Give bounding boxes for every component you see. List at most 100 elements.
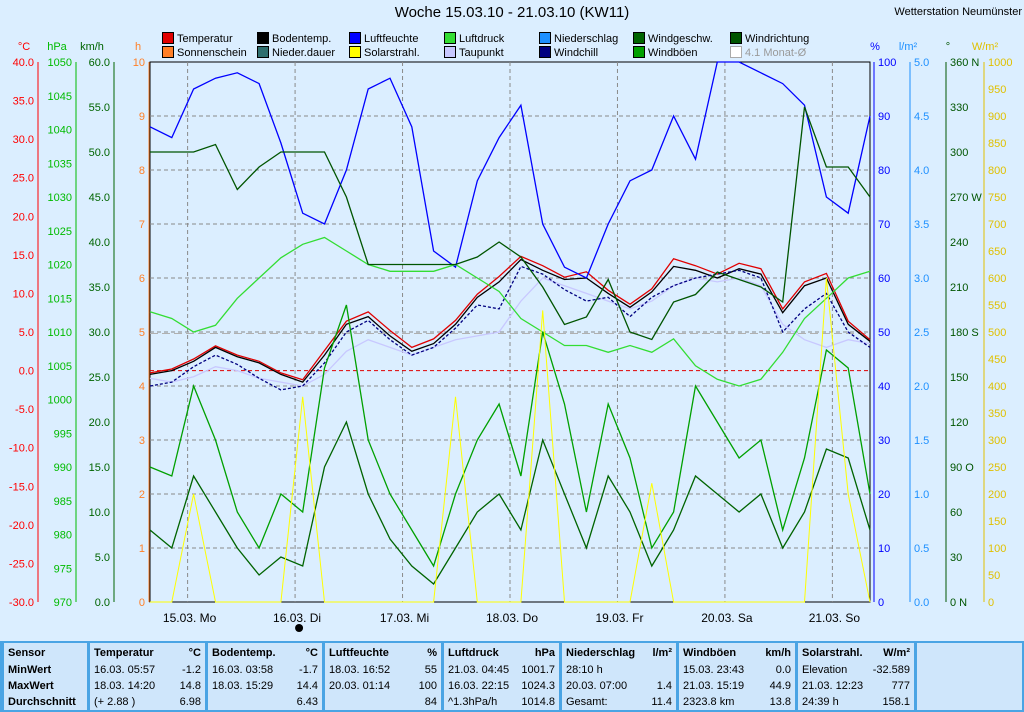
- stats-cell: 18.03. 16:52: [329, 664, 391, 676]
- y-tick-label: -10.0: [9, 443, 34, 455]
- stats-cell: 6.43: [296, 696, 318, 708]
- y-tick-label: 240: [950, 237, 968, 249]
- y-tick-label: 985: [54, 496, 72, 508]
- stats-cell: km/h: [765, 647, 791, 659]
- stats-cell: 1001.7: [521, 664, 555, 676]
- y-tick-label: 900: [988, 111, 1006, 123]
- y-tick-label: 180 S: [950, 327, 979, 339]
- y-tick-label: 10: [878, 543, 890, 555]
- y-tick-label: 1: [139, 543, 145, 555]
- legend-item: Luftdruck: [444, 32, 504, 45]
- stats-cell: 1014.8: [521, 696, 555, 708]
- y-tick-label: 975: [54, 563, 72, 575]
- legend-swatch: [539, 46, 551, 58]
- y-tick-label: 750: [988, 192, 1006, 204]
- y-tick-label: 5.0: [19, 327, 34, 339]
- y-tick-label: 10: [133, 57, 145, 69]
- legend-swatch: [162, 46, 174, 58]
- y-tick-label: -30.0: [9, 597, 34, 609]
- stats-cell: 15.03. 23:43: [683, 664, 745, 676]
- y-tick-label: 15.0: [89, 462, 110, 474]
- y-tick-label: 150: [988, 516, 1006, 528]
- stats-cell: -1.2: [182, 664, 201, 676]
- y-tick-label: -25.0: [9, 558, 34, 570]
- stats-cell: 28:10 h: [566, 664, 603, 676]
- y-tick-label: 2.0: [914, 381, 929, 393]
- axis-unit-label: hPa: [47, 41, 67, 53]
- stats-cell: 0.0: [775, 664, 791, 676]
- stats-cell: 21.03. 04:45: [448, 664, 510, 676]
- y-tick-label: 10.0: [13, 288, 34, 300]
- y-tick-label: 100: [878, 57, 896, 69]
- y-tick-label: 6: [139, 273, 145, 285]
- y-tick-label: 1010: [48, 327, 72, 339]
- stats-cell: Elevation: [802, 664, 848, 676]
- y-tick-label: 50.0: [89, 147, 110, 159]
- y-tick-label: 35.0: [13, 96, 34, 108]
- stats-cell: 6.98: [179, 696, 201, 708]
- y-tick-label: 1005: [48, 361, 72, 373]
- y-tick-label: 2: [139, 489, 145, 501]
- y-tick-label: 0 N: [950, 597, 967, 609]
- y-tick-label: 60.0: [89, 57, 110, 69]
- legend-item: Solarstrahl.: [349, 46, 420, 59]
- legend-label: Temperatur: [177, 33, 233, 45]
- legend-label: Solarstrahl.: [364, 47, 420, 59]
- y-tick-label: 1040: [48, 125, 72, 137]
- stats-cell: 777: [891, 680, 910, 692]
- y-tick-label: 5: [139, 327, 145, 339]
- y-tick-label: -5.0: [15, 404, 34, 416]
- y-tick-label: 120: [950, 417, 968, 429]
- y-tick-label: 1045: [48, 91, 72, 103]
- stats-cell: 16.03. 22:15: [448, 680, 510, 692]
- legend-label: Windchill: [554, 47, 599, 59]
- y-tick-label: 250: [988, 462, 1006, 474]
- axis-unit-label: km/h: [80, 41, 104, 53]
- y-tick-label: 950: [988, 84, 1006, 96]
- legend-label: Niederschlag: [554, 33, 619, 45]
- stats-column: Windböen km/h 15.03. 23:43 0.0 21.03. 15:19 4…: [679, 643, 795, 710]
- y-tick-label: 0.0: [19, 366, 34, 378]
- series-line-taupunkt: [149, 277, 871, 387]
- legend-swatch: [633, 46, 645, 58]
- stats-column: Temperatur °C 16.03. 05:57 -1.2 18.03. 14:20…: [90, 643, 205, 710]
- legend-label: Sonnenschein: [177, 47, 247, 59]
- y-tick-label: 20: [878, 489, 890, 501]
- y-tick-label: 10.0: [89, 507, 110, 519]
- series-line-bodentemp: [149, 258, 871, 383]
- y-tick-label: 30.0: [13, 134, 34, 146]
- x-tick-label: 17.03. Mi: [380, 611, 429, 625]
- y-tick-label: 100: [988, 543, 1006, 555]
- y-tick-label: 3: [139, 435, 145, 447]
- legend-item: Nieder.dauer: [257, 46, 335, 59]
- y-tick-label: 210: [950, 282, 968, 294]
- stats-cell: hPa: [534, 647, 555, 659]
- legend-label: Windgeschw.: [648, 33, 713, 45]
- stats-cell: Sensor: [8, 647, 46, 659]
- stats-cell: Solarstrahl.: [802, 647, 863, 659]
- stats-cell: -1.7: [299, 664, 318, 676]
- legend-label: Taupunkt: [459, 47, 504, 59]
- y-tick-label: 1.0: [914, 489, 929, 501]
- y-tick-label: 970: [54, 597, 72, 609]
- y-tick-label: 1030: [48, 192, 72, 204]
- legend-item: Temperatur: [162, 32, 233, 45]
- y-tick-label: 35.0: [89, 282, 110, 294]
- stats-cell: Niederschlag: [566, 647, 636, 659]
- stats-cell: 55: [424, 664, 437, 676]
- y-tick-label: 150: [950, 372, 968, 384]
- y-tick-label: 500: [988, 327, 1006, 339]
- stats-cell: 16.03. 05:57: [94, 664, 156, 676]
- moon-icon: [295, 624, 304, 632]
- y-tick-label: 350: [988, 408, 1006, 420]
- legend-swatch: [257, 46, 269, 58]
- stats-cell: 14.4: [296, 680, 318, 692]
- y-tick-label: 80: [878, 165, 890, 177]
- y-tick-label: 0: [988, 597, 994, 609]
- stats-cell: 14.8: [179, 680, 201, 692]
- y-tick-label: 40.0: [89, 237, 110, 249]
- stats-column: Solarstrahl. W/m² Elevation -32.589 21.03. 1…: [798, 643, 914, 710]
- stats-cell: 20.03. 07:00: [566, 680, 628, 692]
- stats-cell: 18.03. 15:29: [212, 680, 274, 692]
- stats-cell: Bodentemp.: [212, 647, 276, 659]
